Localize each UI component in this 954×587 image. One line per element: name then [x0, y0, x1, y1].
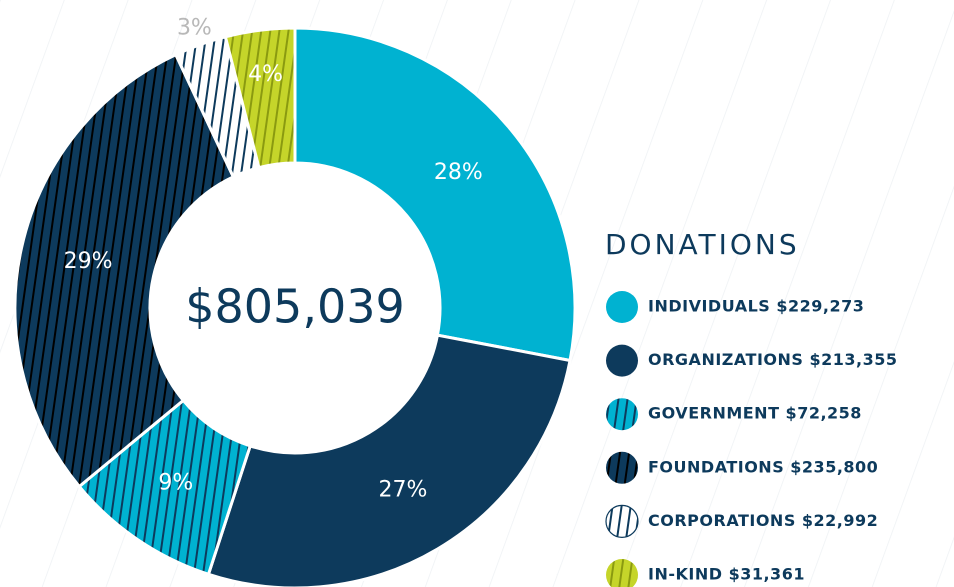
legend-label: GOVERNMENT $72,258	[648, 404, 862, 423]
legend-swatch	[606, 559, 638, 587]
legend-label: CORPORATIONS $22,992	[648, 511, 878, 530]
legend-label: INDIVIDUALS $229,273	[648, 297, 864, 316]
legend-label: ORGANIZATIONS $213,355	[648, 350, 897, 369]
legend-label: FOUNDATIONS $235,800	[648, 457, 878, 476]
legend-title: DONATIONS	[605, 228, 800, 261]
slice-label: 9%	[158, 470, 193, 495]
slice-label: 27%	[378, 477, 427, 502]
legend-swatch	[606, 398, 638, 431]
donut-hole	[150, 163, 440, 453]
legend-swatch	[606, 451, 638, 484]
legend-label: IN-KIND $31,361	[648, 565, 805, 584]
slice-label: 3%	[177, 16, 212, 41]
slice	[206, 333, 572, 587]
legend-swatch	[605, 504, 639, 539]
slice-label: 29%	[64, 249, 113, 274]
legend: INDIVIDUALS $229,273 ORGANIZATIONS $213,3…	[605, 291, 897, 587]
slice-label: 28%	[434, 160, 483, 185]
center-total: $805,039	[185, 280, 405, 334]
slice-label: 4%	[248, 62, 283, 87]
legend-swatch	[606, 344, 638, 377]
legend-swatch	[606, 291, 638, 323]
